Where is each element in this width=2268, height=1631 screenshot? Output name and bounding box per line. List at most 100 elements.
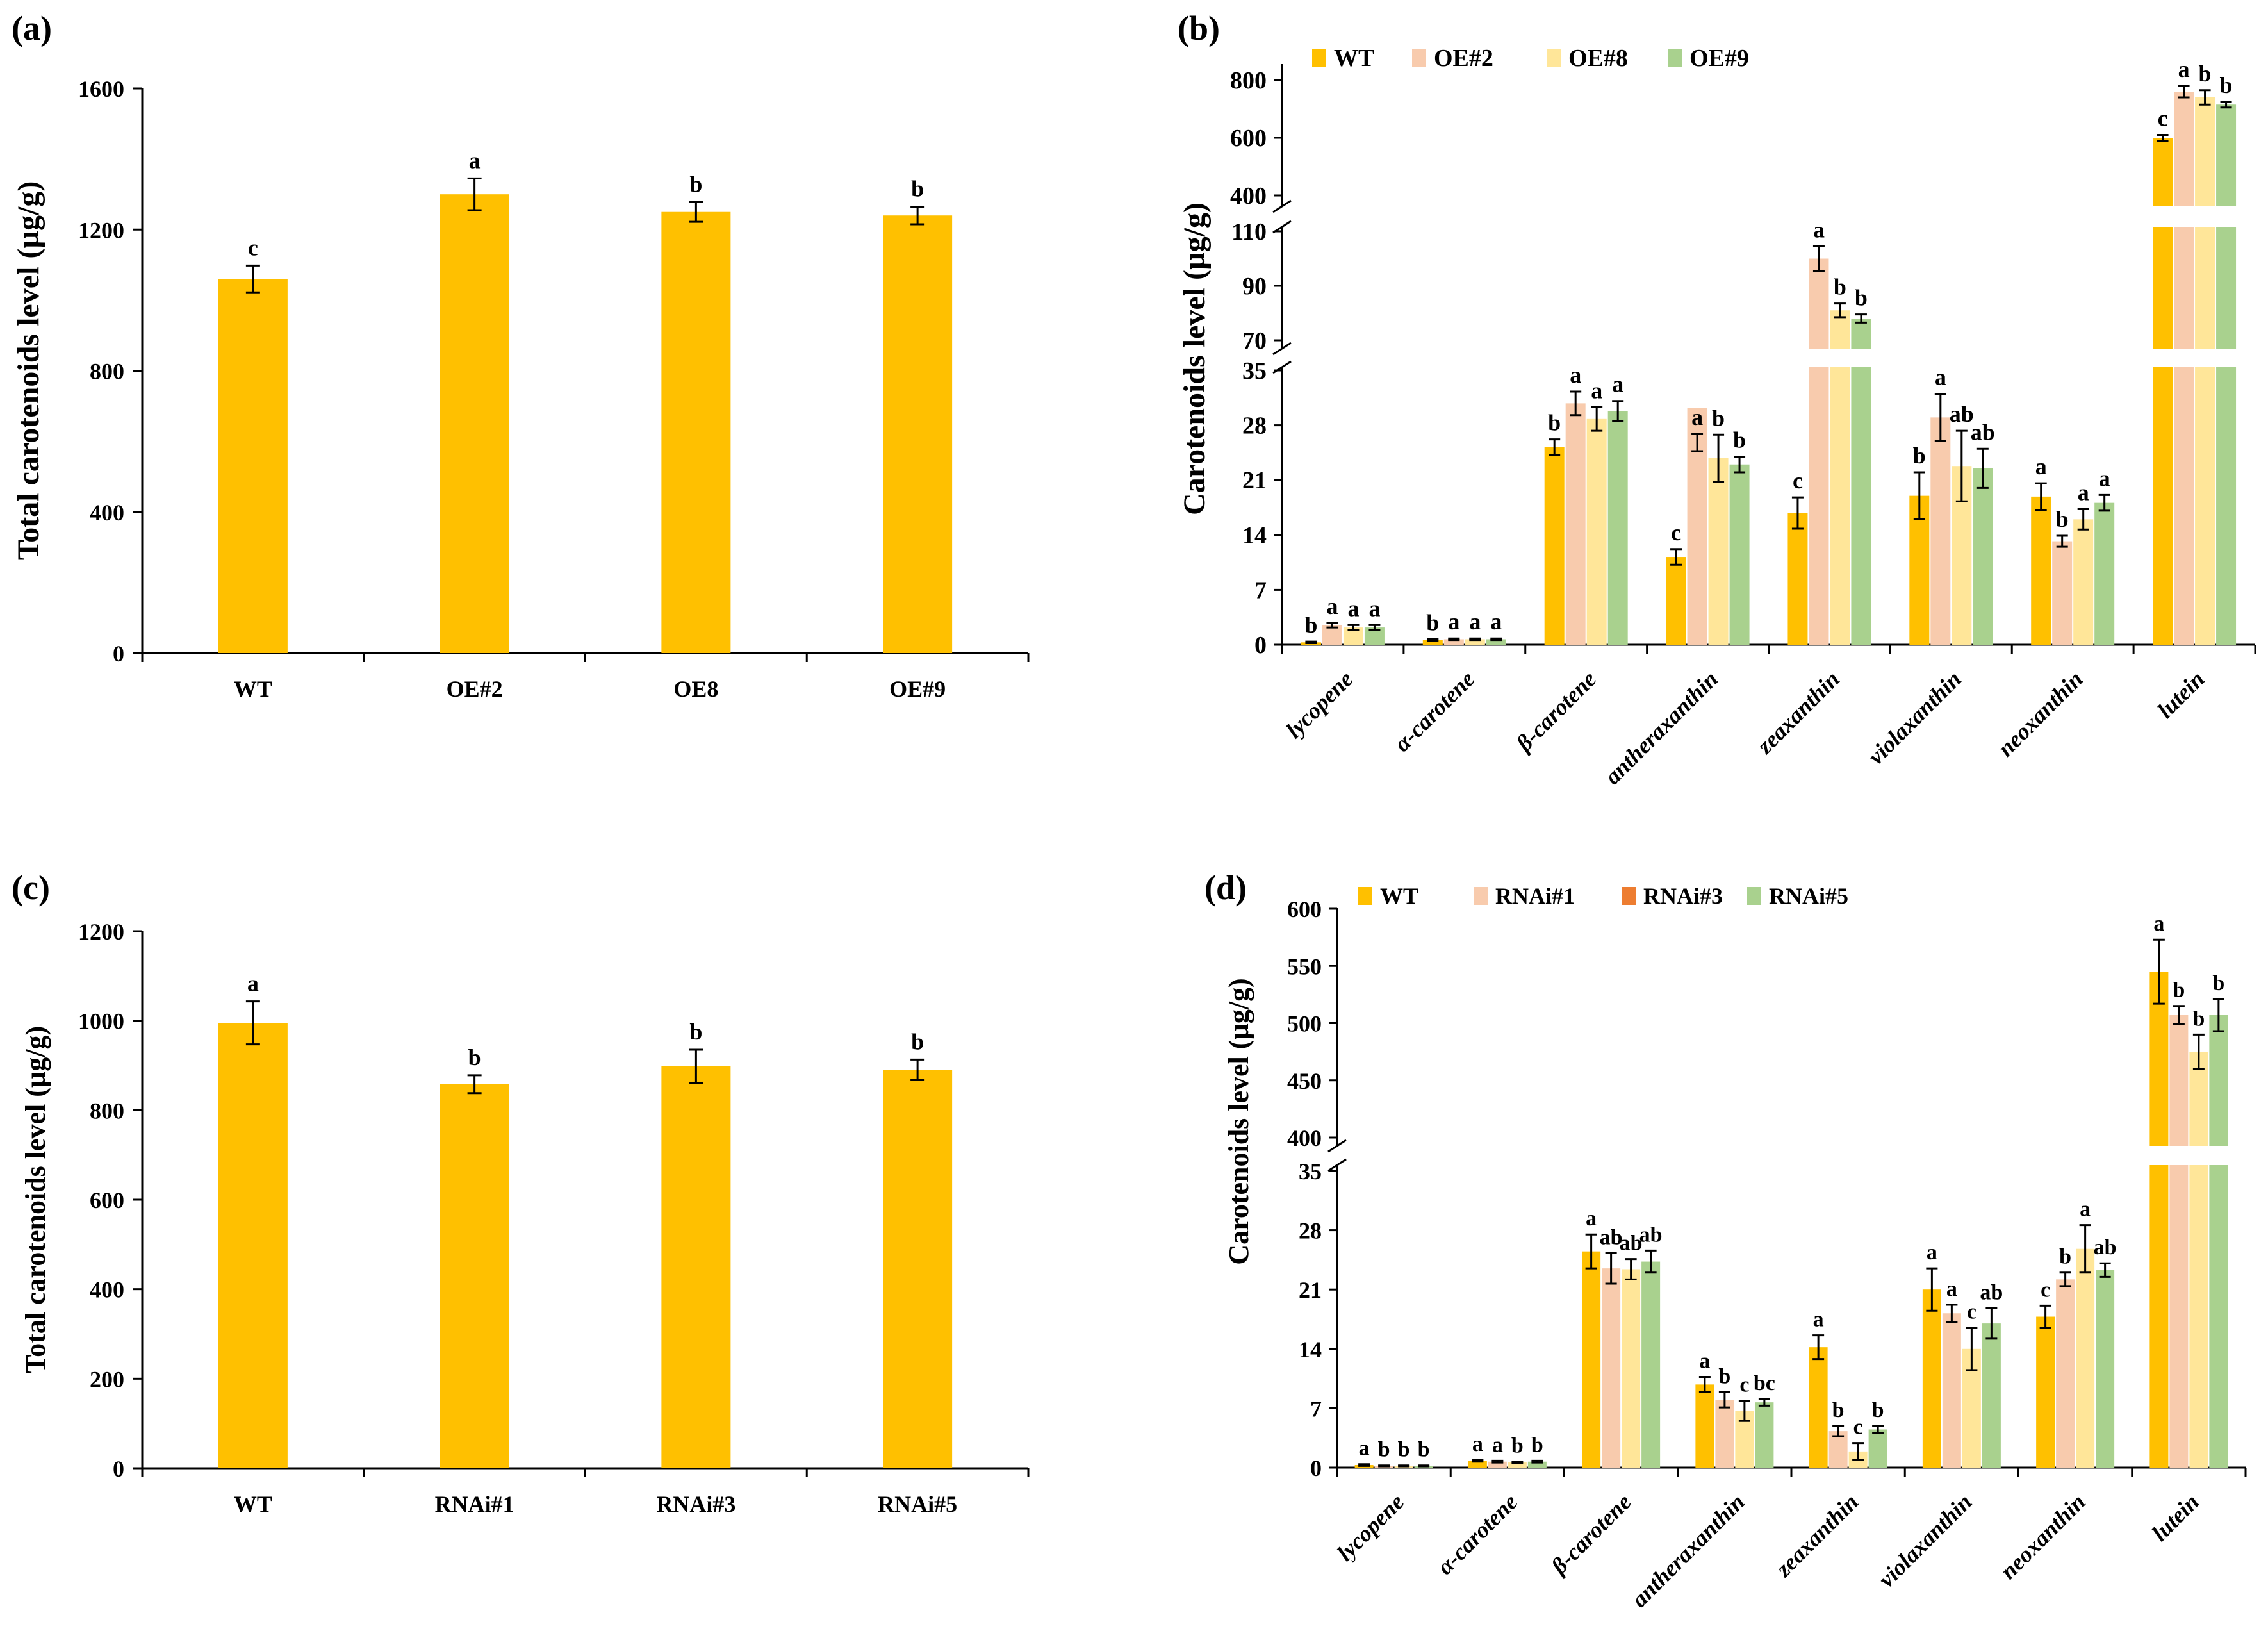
significance-letter: c (1739, 1373, 1749, 1396)
y-tick-label: 400 (90, 1277, 124, 1303)
significance-letter: b (1718, 1364, 1730, 1388)
panel-label-a: (a) (12, 9, 52, 47)
axis-break-mark (1327, 1158, 1347, 1172)
bar (440, 194, 509, 653)
significance-letter: b (1712, 405, 1725, 431)
significance-letter: ab (1620, 1232, 1643, 1255)
bar (2149, 972, 2169, 1468)
significance-letter: a (2078, 479, 2089, 505)
bar (1565, 403, 1586, 645)
significance-letter: a (1347, 595, 1359, 621)
bar (1922, 1289, 1941, 1468)
significance-letter: b (911, 1029, 924, 1054)
bar (1443, 639, 1464, 645)
significance-letter: a (1699, 1349, 1710, 1373)
significance-letter: b (1304, 612, 1317, 638)
significance-letter: ab (1950, 401, 1974, 427)
significance-letter: a (1472, 1432, 1483, 1456)
x-tick-label: WT (234, 1491, 272, 1517)
significance-letter: b (2192, 1007, 2205, 1031)
x-tick-label: lutein (2153, 666, 2210, 723)
legend-label: WT (1380, 883, 1418, 909)
significance-letter: a (1946, 1277, 1957, 1301)
significance-letter: a (1813, 1308, 1824, 1332)
bar (1486, 639, 1506, 645)
significance-letter: ab (1971, 419, 1995, 445)
bar (1982, 1323, 2001, 1468)
x-tick-label: zeaxanthin (1751, 666, 1845, 759)
significance-letter: c (2158, 106, 2168, 131)
y-tick-label: 21 (1242, 467, 1267, 494)
significance-letter: a (2099, 465, 2110, 491)
significance-letter: a (2080, 1198, 2091, 1221)
legend-swatch (1474, 887, 1488, 905)
bar (1973, 468, 1993, 645)
x-tick-label: antheraxanthin (1600, 666, 1723, 789)
significance-letter: a (2153, 912, 2164, 936)
y-tick-label: 1200 (78, 217, 124, 243)
significance-letter: ab (2094, 1236, 2117, 1259)
bar (1708, 458, 1729, 645)
legend: WT RNAi#1 RNAi#3 RNAi#5 (1358, 883, 1848, 909)
axis-break-gap (1269, 349, 2268, 367)
y-tick-label: 600 (1287, 897, 1322, 922)
legend-swatch (1312, 49, 1326, 67)
y-tick-label: 28 (1242, 413, 1267, 440)
legend-swatch (1668, 49, 1682, 67)
bar (2076, 1248, 2095, 1468)
significance-letter: a (1570, 362, 1581, 388)
bar (218, 1023, 288, 1468)
bar (1622, 1269, 1641, 1468)
bar (1809, 1347, 1828, 1468)
bar (1787, 513, 1808, 645)
bar (1755, 1402, 1774, 1468)
significance-letter: b (468, 1045, 481, 1070)
y-tick-label: 28 (1299, 1218, 1322, 1244)
y-axis-label: Total carotenoids level (µg/g) (12, 181, 45, 561)
bar (1544, 447, 1565, 645)
significance-letter: ab (1980, 1280, 2003, 1304)
legend-swatch (1358, 887, 1372, 905)
bar (2056, 1279, 2075, 1468)
x-tick-label: violaxanthin (1873, 1489, 1976, 1592)
x-tick-label: OE#9 (889, 676, 946, 702)
significance-letter: bc (1754, 1371, 1775, 1395)
bar (1715, 1400, 1734, 1468)
significance-letter: b (1511, 1434, 1524, 1458)
y-tick-label: 400 (1287, 1125, 1322, 1151)
y-tick-label: 1200 (78, 919, 124, 945)
y-tick-label: 35 (1299, 1159, 1322, 1184)
bar (2195, 97, 2215, 645)
axis-break-mark (1272, 220, 1292, 234)
bar (2096, 1270, 2115, 1468)
x-tick-label: β-carotene (1545, 1489, 1636, 1580)
x-tick-label: neoxanthin (1993, 666, 2088, 761)
x-tick-label: RNAi#5 (878, 1491, 957, 1517)
y-tick-label: 70 (1242, 327, 1267, 354)
bar (1607, 411, 1628, 645)
y-tick-label: 110 (1231, 219, 1267, 245)
significance-letter: c (1671, 520, 1681, 545)
bar (883, 1070, 953, 1468)
chart-c: 0 200 400 600 800 1000 1200 a WT b RNAi#1 b RNAi#3 b R… (20, 919, 1030, 1517)
y-axis-label: Carotenoids level (µg/g) (1178, 203, 1212, 515)
significance-letter: b (2059, 1245, 2071, 1269)
bar (1508, 1462, 1527, 1468)
bar (218, 279, 288, 653)
x-tick-label: zeaxanthin (1770, 1489, 1864, 1582)
significance-letter: a (469, 147, 481, 173)
bar (2169, 1015, 2189, 1468)
y-tick-label: 500 (1287, 1011, 1322, 1037)
axis-break-mark (1272, 342, 1292, 356)
x-tick-label: antheraxanthin (1627, 1489, 1750, 1612)
bar (1666, 557, 1686, 645)
significance-letter: a (1448, 609, 1459, 634)
significance-letter: b (2220, 72, 2233, 98)
bar (2216, 104, 2237, 645)
y-tick-label: 800 (90, 359, 124, 385)
y-tick-label: 450 (1287, 1068, 1322, 1094)
y-tick-label: 200 (90, 1366, 124, 1392)
y-tick-label: 0 (113, 1456, 124, 1482)
bar (2036, 1316, 2055, 1468)
